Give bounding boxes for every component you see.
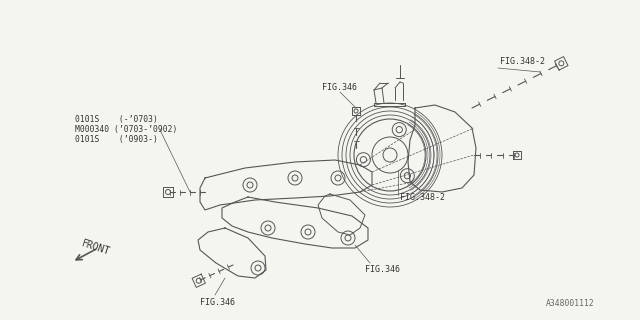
Text: 0101S    (’0903-): 0101S (’0903-) (75, 135, 158, 144)
Text: FIG.346: FIG.346 (365, 265, 400, 274)
Text: M000340 (’0703-’0902): M000340 (’0703-’0902) (75, 125, 177, 134)
Text: FRONT: FRONT (80, 239, 111, 257)
Text: FIG.346: FIG.346 (200, 298, 235, 307)
Text: FIG.348-2: FIG.348-2 (400, 194, 445, 203)
Text: FIG.348-2: FIG.348-2 (500, 58, 545, 67)
Text: A348001112: A348001112 (547, 299, 595, 308)
Text: FIG.346: FIG.346 (322, 83, 357, 92)
Text: 0101S    (-’0703): 0101S (-’0703) (75, 115, 158, 124)
